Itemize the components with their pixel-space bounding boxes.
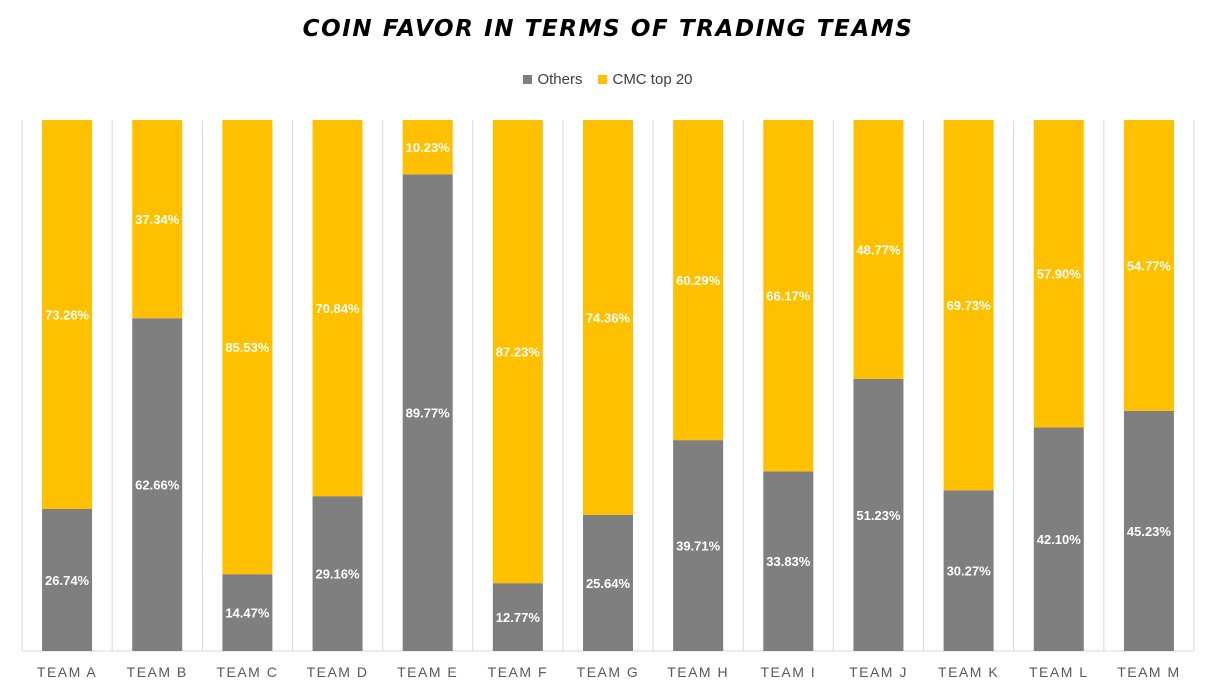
- data-label: 10.23%: [406, 140, 451, 155]
- bar-cmc-top-20-team-f: [492, 120, 543, 584]
- x-tick-label: TEAM F: [488, 664, 548, 680]
- bar-cmc-top-20-team-m: [1123, 120, 1174, 411]
- data-label: 62.66%: [135, 478, 180, 493]
- x-tick-label: TEAM K: [938, 664, 999, 680]
- x-tick-label: TEAM M: [1117, 664, 1180, 680]
- data-label: 26.74%: [45, 573, 90, 588]
- bar-others-team-j: [853, 378, 904, 651]
- data-label: 69.73%: [947, 298, 992, 313]
- x-tick-label: TEAM G: [577, 664, 640, 680]
- x-tick-label: TEAM E: [397, 664, 458, 680]
- data-label: 73.26%: [45, 308, 90, 323]
- data-label: 87.23%: [496, 345, 541, 360]
- data-label: 42.10%: [1037, 532, 1082, 547]
- bar-cmc-top-20-team-b: [132, 120, 183, 319]
- bar-others-team-h: [673, 440, 724, 651]
- bar-cmc-top-20-team-a: [42, 120, 93, 510]
- x-tick-label: TEAM H: [667, 664, 729, 680]
- x-tick-label: TEAM L: [1029, 664, 1089, 680]
- data-label: 89.77%: [406, 406, 451, 421]
- x-tick-label: TEAM B: [127, 664, 188, 680]
- data-label: 45.23%: [1127, 524, 1172, 539]
- data-label: 66.17%: [766, 289, 811, 304]
- data-label: 29.16%: [315, 567, 360, 582]
- bar-cmc-top-20-team-j: [853, 120, 904, 379]
- bar-cmc-top-20-team-d: [312, 120, 363, 497]
- legend: Others CMC top 20: [0, 71, 1216, 88]
- data-label: 25.64%: [586, 576, 631, 591]
- data-label: 85.53%: [225, 340, 270, 355]
- x-tick-label: TEAM J: [849, 664, 908, 680]
- legend-item-cmc-top-20: CMC top 20: [598, 71, 693, 88]
- bar-others-team-a: [42, 509, 93, 651]
- bar-others-team-i: [763, 471, 814, 651]
- bar-others-team-k: [943, 490, 994, 651]
- data-label: 54.77%: [1127, 258, 1172, 273]
- bar-others-team-g: [583, 514, 633, 651]
- data-label: 48.77%: [856, 242, 901, 257]
- data-label: 14.47%: [225, 606, 270, 621]
- legend-label-cmc-top-20: CMC top 20: [612, 71, 693, 88]
- x-tick-label: TEAM C: [216, 664, 278, 680]
- legend-item-others: Others: [523, 71, 582, 88]
- x-tick-label: TEAM A: [37, 664, 97, 680]
- bar-cmc-top-20-team-h: [673, 120, 724, 441]
- data-label: 57.90%: [1037, 267, 1082, 282]
- data-label: 37.34%: [135, 212, 180, 227]
- x-tick-label: TEAM D: [307, 664, 369, 680]
- bar-others-team-d: [312, 496, 363, 651]
- bar-cmc-top-20-team-i: [763, 120, 814, 472]
- bar-others-team-f: [492, 583, 543, 651]
- data-label: 60.29%: [676, 273, 721, 288]
- bar-others-team-b: [132, 318, 183, 651]
- data-label: 51.23%: [856, 508, 901, 523]
- bar-cmc-top-20-team-k: [943, 120, 994, 491]
- data-label: 39.71%: [676, 539, 721, 554]
- data-label: 74.36%: [586, 310, 631, 325]
- data-label: 12.77%: [496, 610, 541, 625]
- legend-swatch-others: [523, 75, 533, 84]
- data-label: 70.84%: [315, 301, 360, 316]
- bar-others-team-m: [1123, 410, 1174, 651]
- bar-others-team-l: [1033, 427, 1084, 651]
- legend-label-others: Others: [537, 71, 583, 88]
- bar-cmc-top-20-team-c: [222, 120, 273, 575]
- bar-others-team-e: [402, 174, 453, 652]
- bar-cmc-top-20-team-e: [402, 120, 453, 175]
- x-tick-label: TEAM I: [760, 664, 816, 680]
- bar-cmc-top-20-team-l: [1033, 120, 1084, 428]
- data-label: 30.27%: [947, 564, 992, 579]
- data-label: 33.83%: [766, 554, 811, 569]
- bar-cmc-top-20-team-g: [583, 120, 633, 515]
- chart-title: COIN FAVOR IN TERMS OF TRADING TEAMS: [302, 16, 914, 42]
- bar-others-team-c: [222, 574, 273, 651]
- legend-swatch-cmc-top-20: [598, 75, 608, 84]
